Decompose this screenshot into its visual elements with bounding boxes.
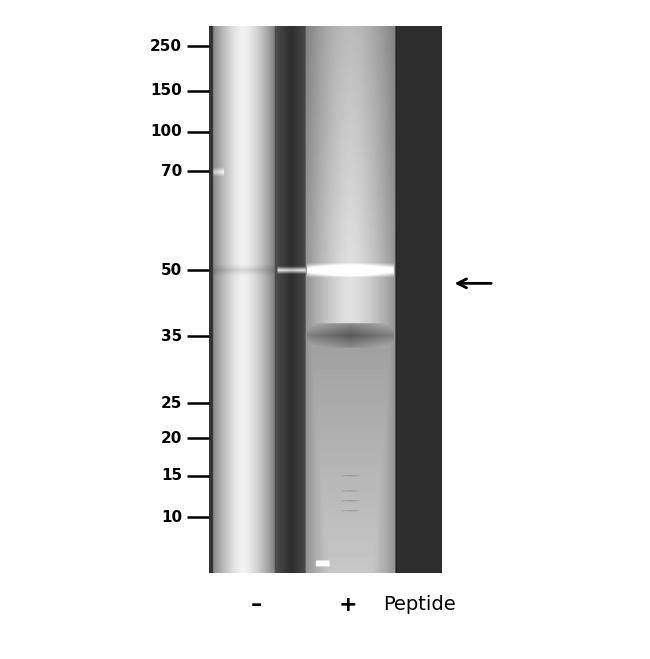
Text: 70: 70 bbox=[161, 164, 182, 179]
Text: 50: 50 bbox=[161, 263, 182, 277]
Text: 10: 10 bbox=[161, 510, 182, 525]
Text: 250: 250 bbox=[150, 39, 182, 53]
Text: 25: 25 bbox=[161, 396, 182, 411]
Text: 100: 100 bbox=[150, 125, 182, 139]
Text: –: – bbox=[251, 595, 263, 615]
Text: Peptide: Peptide bbox=[384, 596, 456, 614]
Text: 35: 35 bbox=[161, 329, 182, 343]
Text: 20: 20 bbox=[161, 431, 182, 445]
Text: 15: 15 bbox=[161, 469, 182, 483]
Text: +: + bbox=[339, 595, 357, 615]
Text: 150: 150 bbox=[150, 84, 182, 98]
